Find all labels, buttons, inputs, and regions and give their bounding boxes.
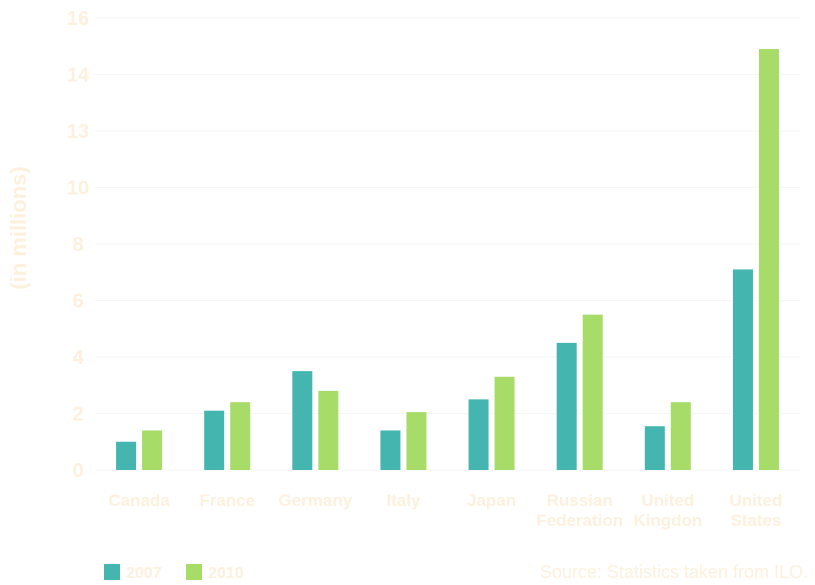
legend-swatch-2007 <box>104 564 120 580</box>
gridlines <box>95 17 800 471</box>
y-tick-label: 8 <box>72 234 83 256</box>
bar-2007-united-states <box>732 269 753 470</box>
source-note: Source: Statistics taken from ILO. <box>540 562 808 582</box>
bar-2007-united-kingdon <box>644 426 665 470</box>
x-category-label: Italy <box>386 491 421 510</box>
x-category-label: United Kingdon <box>633 491 702 530</box>
bar-2010-canada <box>142 430 163 470</box>
x-category-label: Japan <box>467 491 516 510</box>
x-category-label: Russian Federation <box>536 491 623 530</box>
y-tick-label: 2 <box>72 404 83 426</box>
bars <box>116 49 779 470</box>
bar-2007-germany <box>292 371 313 470</box>
bar-2010-united-states <box>758 49 779 470</box>
x-category-label: France <box>199 491 255 510</box>
y-tick-label: 14 <box>67 65 90 87</box>
x-category-label: Germany <box>278 491 352 510</box>
y-tick-label: 10 <box>67 178 89 200</box>
bar-2007-italy <box>380 430 401 470</box>
y-tick-label: 13 <box>67 121 89 143</box>
legend-label-2010: 2010 <box>208 565 244 582</box>
y-tick-label: 4 <box>72 347 84 369</box>
bar-2010-france <box>230 402 251 470</box>
legend-swatch-2010 <box>186 564 202 580</box>
bar-2010-japan <box>494 376 515 470</box>
y-tick-label: 0 <box>72 460 83 482</box>
y-axis-tick-labels: 0 2 4 6 8 10 13 14 16 <box>67 8 90 482</box>
bar-2007-canada <box>116 441 137 470</box>
x-category-label: United States <box>729 491 782 530</box>
bar-2007-russian-federation <box>556 342 577 470</box>
x-category-label: Canada <box>108 491 170 510</box>
legend: 2007 2010 <box>104 564 244 582</box>
bar-2007-france <box>204 410 225 470</box>
bar-2007-japan <box>468 399 489 470</box>
y-tick-label: 16 <box>67 8 89 30</box>
bar-2010-united-kingdon <box>670 402 691 470</box>
legend-label-2007: 2007 <box>126 565 162 582</box>
bar-2010-germany <box>318 390 339 470</box>
y-axis-label: (in millions) <box>6 166 31 289</box>
bar-2010-russian-federation <box>582 314 603 470</box>
y-tick-label: 6 <box>72 291 83 313</box>
bar-2010-italy <box>406 412 427 470</box>
x-axis-category-labels: Canada France Germany Italy Japan Russian Fede… <box>108 491 782 530</box>
